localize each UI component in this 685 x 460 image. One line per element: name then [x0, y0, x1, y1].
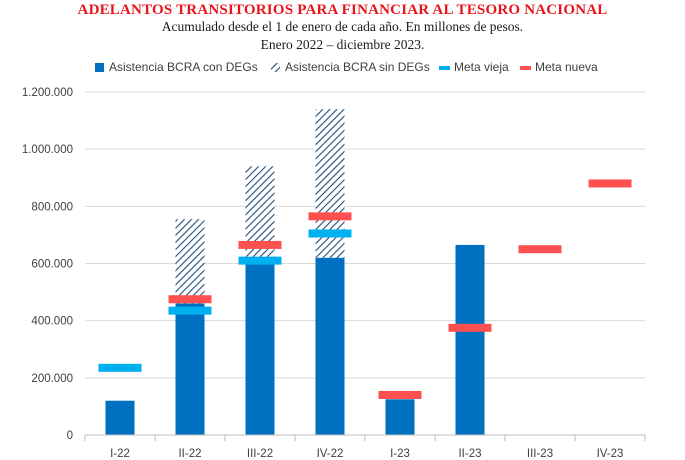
grid — [85, 91, 645, 379]
y-tick-label: 800.000 — [31, 201, 73, 213]
x-tick-label: I-22 — [110, 448, 130, 460]
marker-meta-nueva — [238, 240, 282, 249]
bar-con-degs — [245, 257, 275, 435]
legend: Asistencia BCRA con DEGs Asistencia BCRA … — [95, 60, 598, 74]
bar-con-degs — [175, 303, 205, 435]
chart-title: ADELANTOS TRANSITORIOS PARA FINANCIAR AL… — [77, 2, 608, 18]
markers — [98, 179, 632, 399]
x-tick-label: II-22 — [178, 448, 201, 460]
legend-swatch-con-degs — [95, 63, 104, 72]
axes: 0 200.000 400.000 600.000 800.000 1.000.000 1.… — [22, 87, 646, 460]
marker-meta-nueva — [378, 390, 422, 399]
chart-subtitle-2: Enero 2022 – diciembre 2023. — [260, 37, 425, 52]
bar-sin-degs — [175, 219, 205, 304]
bar-con-degs — [315, 257, 345, 435]
bar-con-degs — [385, 399, 415, 435]
legend-label: Asistencia BCRA con DEGs — [109, 60, 258, 74]
legend-swatch-sin-degs — [271, 63, 280, 72]
y-tick-label: 0 — [67, 430, 73, 442]
marker-meta-vieja — [308, 229, 352, 238]
x-tick-label: II-23 — [458, 448, 481, 460]
x-tick-label: III-23 — [527, 448, 553, 460]
bar-con-degs — [455, 244, 485, 435]
marker-meta-nueva — [448, 323, 492, 332]
legend-swatch-meta — [439, 66, 450, 70]
x-tick-label: III-22 — [247, 448, 273, 460]
legend-label: Meta nueva — [535, 60, 598, 74]
y-tick-label: 200.000 — [31, 373, 73, 385]
y-tick-label: 1.200.000 — [22, 87, 73, 99]
legend-swatch-meta — [520, 66, 531, 70]
x-tick-label: I-23 — [390, 448, 410, 460]
marker-meta-nueva — [518, 245, 562, 254]
marker-meta-nueva — [308, 212, 352, 221]
marker-meta-nueva — [588, 179, 632, 188]
y-tick-label: 400.000 — [31, 316, 73, 328]
chart-subtitle-1: Acumulado desde el 1 de enero de cada añ… — [161, 19, 524, 34]
x-tick-label: IV-23 — [597, 448, 624, 460]
marker-meta-nueva — [168, 295, 212, 304]
y-tick-label: 1.000.000 — [22, 144, 73, 156]
y-tick-label: 600.000 — [31, 259, 73, 271]
marker-meta-vieja — [168, 306, 212, 315]
bars — [105, 109, 485, 435]
legend-label: Asistencia BCRA sin DEGs — [285, 60, 430, 74]
marker-meta-vieja — [98, 363, 142, 372]
legend-label: Meta vieja — [454, 60, 509, 74]
bar-con-degs — [105, 400, 135, 435]
marker-meta-vieja — [238, 256, 282, 265]
x-tick-label: IV-22 — [317, 448, 344, 460]
